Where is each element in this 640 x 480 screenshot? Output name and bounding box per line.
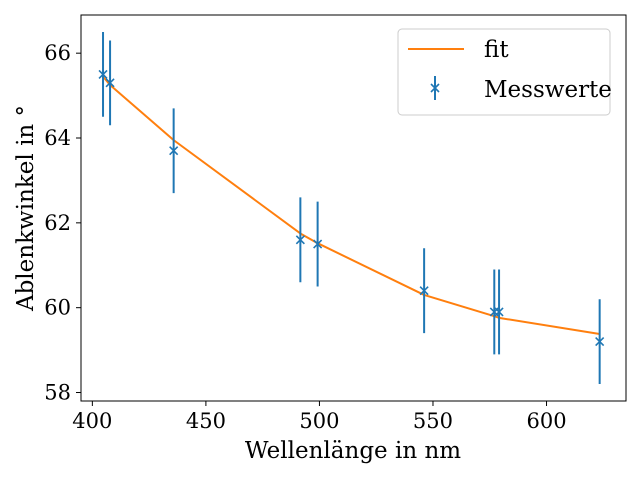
data-point bbox=[494, 307, 504, 317]
axes-frame bbox=[80, 14, 627, 402]
data-point bbox=[419, 286, 429, 296]
plot-area bbox=[98, 31, 605, 385]
data-point bbox=[105, 78, 115, 88]
legend-messwerte-swatch bbox=[430, 76, 440, 100]
x-tick-label: 450 bbox=[186, 409, 226, 433]
data-point bbox=[295, 235, 305, 245]
x-axis-label: Wellenlänge in nm bbox=[245, 438, 461, 464]
data-point bbox=[313, 239, 323, 249]
x-axis: 400 450 500 550 600 bbox=[72, 401, 567, 433]
x-tick-label: 550 bbox=[413, 409, 453, 433]
x-tick-label: 500 bbox=[299, 409, 339, 433]
y-axis: 58 60 62 64 66 bbox=[44, 41, 81, 405]
y-tick-label: 62 bbox=[44, 211, 71, 235]
data-point bbox=[98, 69, 108, 79]
data-point bbox=[595, 337, 605, 347]
y-axis-label: Ablenkwinkel in ° bbox=[13, 105, 39, 312]
data-point bbox=[169, 146, 179, 156]
y-tick-label: 64 bbox=[44, 126, 71, 150]
legend-fit-label: fit bbox=[484, 37, 509, 63]
y-tick-label: 58 bbox=[44, 381, 71, 405]
legend-messwerte-label: Messwerte bbox=[484, 77, 612, 103]
legend: fit Messwerte bbox=[397, 28, 612, 116]
x-tick-label: 600 bbox=[526, 409, 566, 433]
x-tick-label: 400 bbox=[72, 409, 112, 433]
legend-box bbox=[397, 28, 611, 116]
y-tick-label: 60 bbox=[44, 296, 71, 320]
y-tick-label: 66 bbox=[44, 41, 71, 65]
